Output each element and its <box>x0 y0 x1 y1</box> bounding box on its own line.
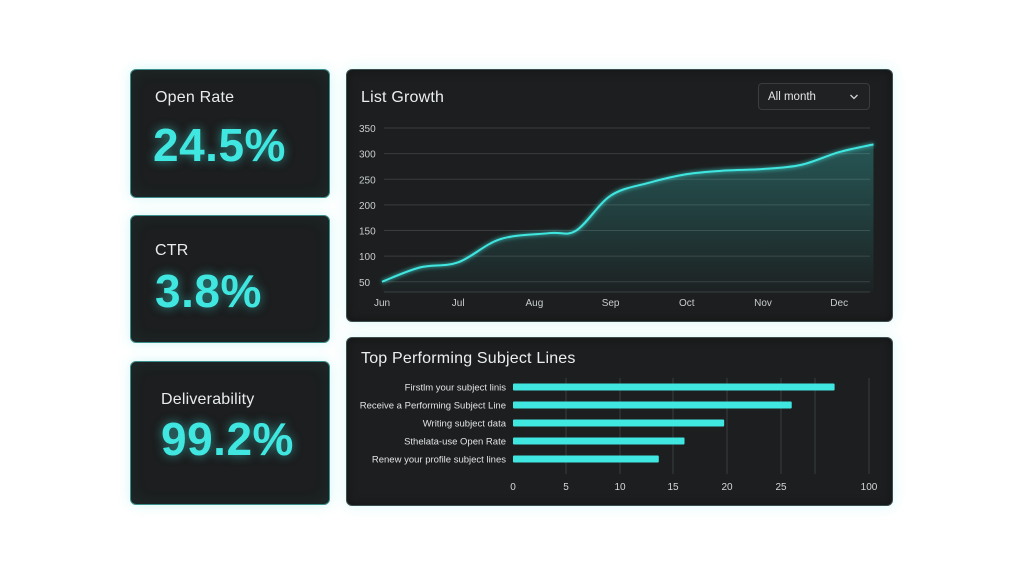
stat-value: 3.8% <box>155 265 262 317</box>
x-tick-label: Jul <box>452 298 465 309</box>
stat-value: 24.5% <box>153 119 286 171</box>
y-tick-label: 250 <box>359 175 376 186</box>
stat-card-deliverability: Deliverability 99.2% <box>130 361 330 505</box>
stat-label: CTR <box>155 242 189 259</box>
y-tick-label: 150 <box>359 227 376 238</box>
dropdown-value: All month <box>768 90 816 103</box>
bar <box>513 419 725 427</box>
bar <box>513 455 659 463</box>
bar-label: Receive a Performing Subject Line <box>360 401 506 412</box>
stat-card-open-rate: Open Rate 24.5% <box>130 69 330 198</box>
x-tick-label: Aug <box>526 298 544 309</box>
x-tick-label: 10 <box>614 482 626 493</box>
period-dropdown[interactable]: All month <box>758 83 870 110</box>
series-line <box>381 143 874 283</box>
x-tick-label: 0 <box>510 482 516 493</box>
bar <box>513 401 792 409</box>
area-fill <box>382 144 874 292</box>
bar <box>513 437 685 445</box>
chevron-down-icon <box>850 94 858 100</box>
y-tick-label: 100 <box>359 252 376 263</box>
y-tick-label: 50 <box>359 278 371 289</box>
x-tick-label: Nov <box>754 298 772 309</box>
x-tick-label: 15 <box>667 482 679 493</box>
x-tick-label: 20 <box>721 482 733 493</box>
list-growth-panel: List Growth All month 50 100 150 200 250 300 3… <box>346 69 893 322</box>
top-subjects-panel: Top Performing Subject Lines 0 5 10 15 20 25 1… <box>346 337 893 506</box>
x-tick-label: Jun <box>374 298 390 309</box>
stat-label: Deliverability <box>161 391 255 408</box>
bar-label: Writing subject data <box>423 419 507 430</box>
stat-value: 99.2% <box>161 413 294 465</box>
bar-label: Firstlm your subject linis <box>405 383 507 394</box>
panel-title: List Growth <box>361 89 445 106</box>
top-subjects-chart: 0 5 10 15 20 25 100 Firstlm your subject linis R… <box>360 378 878 493</box>
x-tick-label: 100 <box>861 482 878 493</box>
y-tick-label: 350 <box>359 124 376 135</box>
x-tick-label: 25 <box>775 482 787 493</box>
bar-label: Renew your profile subject lines <box>372 455 506 466</box>
x-tick-label: Oct <box>679 298 695 309</box>
y-tick-label: 300 <box>359 150 376 161</box>
list-growth-chart: 50 100 150 200 250 300 350 Jun Jul Aug Sep Oct Nov De… <box>359 124 874 309</box>
bar-label: Sthelata-use Open Rate <box>404 437 506 448</box>
stat-card-ctr: CTR 3.8% <box>130 215 330 343</box>
x-tick-label: Dec <box>830 298 848 309</box>
stat-label: Open Rate <box>155 89 235 106</box>
panel-title: Top Performing Subject Lines <box>361 350 576 367</box>
x-tick-label: Sep <box>602 298 620 309</box>
x-tick-label: 5 <box>563 482 569 493</box>
bar <box>513 383 835 391</box>
y-tick-label: 200 <box>359 201 376 212</box>
